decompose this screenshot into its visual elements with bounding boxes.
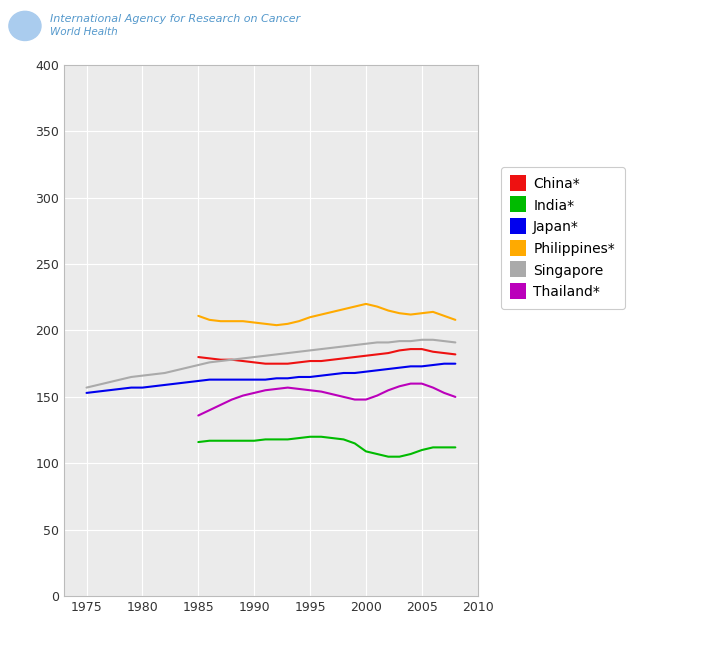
Circle shape	[9, 11, 41, 40]
Legend: China*, India*, Japan*, Philippines*, Singapore, Thailand*: China*, India*, Japan*, Philippines*, Si…	[501, 167, 625, 309]
Text: World Health: World Health	[50, 27, 118, 37]
Text: International Agency for Research on Cancer: International Agency for Research on Can…	[50, 14, 300, 24]
